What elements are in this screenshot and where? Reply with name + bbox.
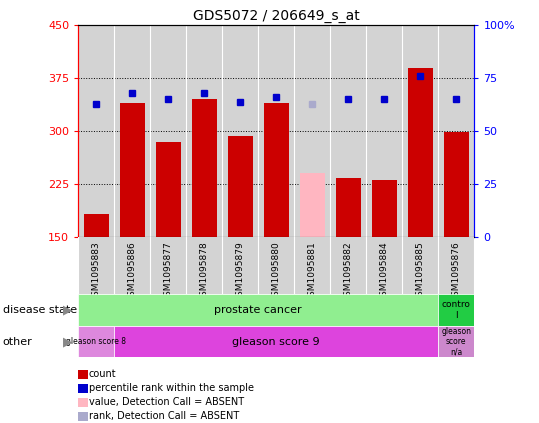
Bar [114, 326, 438, 357]
Bar [191, 99, 217, 237]
Bar [156, 143, 181, 237]
Text: gleason score 9: gleason score 9 [232, 337, 320, 346]
Bar [78, 326, 114, 357]
Text: GSM1095878: GSM1095878 [200, 242, 209, 302]
Title: GDS5072 / 206649_s_at: GDS5072 / 206649_s_at [193, 9, 360, 23]
Text: disease state: disease state [3, 305, 77, 315]
Text: value, Detection Call = ABSENT: value, Detection Call = ABSENT [89, 397, 244, 407]
Text: rank, Detection Call = ABSENT: rank, Detection Call = ABSENT [89, 411, 239, 421]
Text: contro
l: contro l [442, 300, 471, 319]
Bar [264, 103, 289, 237]
Text: GSM1095877: GSM1095877 [164, 242, 172, 302]
Text: GSM1095879: GSM1095879 [236, 242, 245, 302]
Text: gleason
score
n/a: gleason score n/a [441, 327, 471, 357]
Bar [444, 132, 469, 237]
Bar [300, 173, 325, 237]
Bar [120, 103, 145, 237]
Text: prostate cancer: prostate cancer [215, 305, 302, 315]
Bar [372, 181, 397, 237]
Text: GSM1095882: GSM1095882 [344, 242, 353, 302]
Text: percentile rank within the sample: percentile rank within the sample [89, 383, 254, 393]
Bar [438, 326, 474, 357]
Text: GSM1095885: GSM1095885 [416, 242, 425, 302]
Bar [336, 178, 361, 237]
Text: GSM1095884: GSM1095884 [380, 242, 389, 302]
Text: ▶: ▶ [63, 335, 73, 348]
Text: GSM1095880: GSM1095880 [272, 242, 281, 302]
Text: ▶: ▶ [63, 303, 73, 316]
Bar [227, 136, 253, 237]
Bar [84, 214, 109, 237]
Text: other: other [3, 337, 32, 346]
Text: GSM1095883: GSM1095883 [92, 242, 101, 302]
Text: GSM1095881: GSM1095881 [308, 242, 317, 302]
Text: count: count [89, 369, 116, 379]
Bar [438, 294, 474, 326]
Bar [407, 68, 433, 237]
Text: gleason score 8: gleason score 8 [66, 337, 126, 346]
Text: GSM1095886: GSM1095886 [128, 242, 137, 302]
Text: GSM1095876: GSM1095876 [452, 242, 461, 302]
